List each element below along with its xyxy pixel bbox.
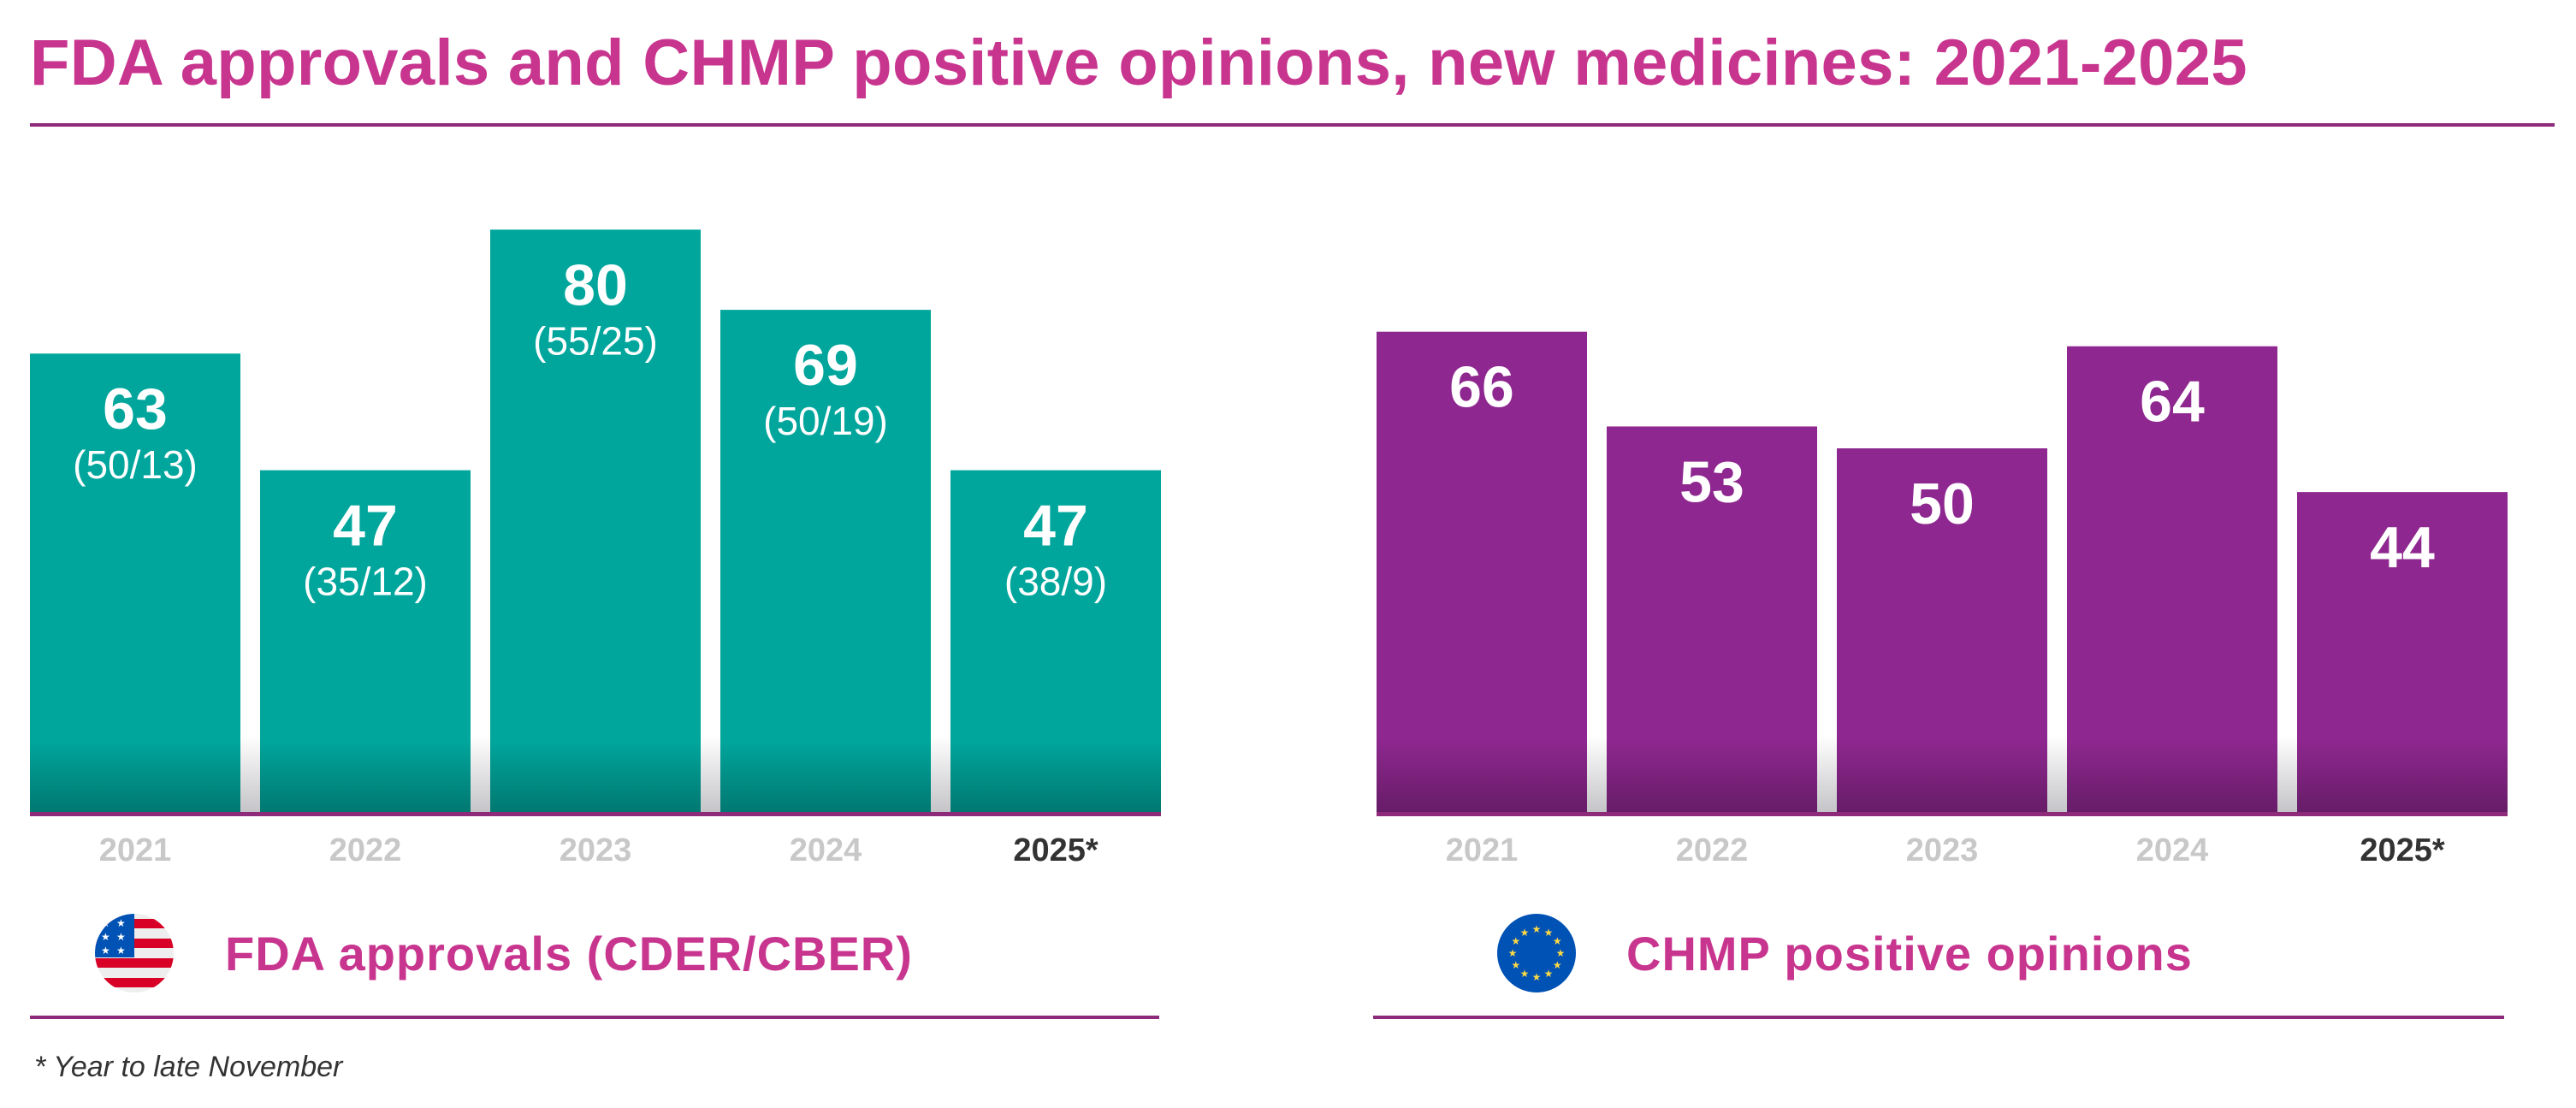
chmp-value-label: 44 — [2370, 515, 2435, 580]
eu-star: ★ — [1544, 968, 1554, 980]
fda-value-label: 47 — [1023, 494, 1088, 559]
chmp-bar-shade — [1607, 740, 1817, 813]
fda-category-label: 2024 — [790, 832, 862, 868]
fda-bar-shade — [260, 740, 471, 813]
eu-star: ★ — [1520, 927, 1530, 939]
fda-chart: 63(50/13)202147(35/12)202280(55/25)20236… — [30, 229, 1161, 868]
chmp-value-label: 64 — [2140, 370, 2205, 435]
fda-category-label: 2021 — [99, 832, 172, 868]
fda-breakdown-label: (38/9) — [1004, 560, 1107, 604]
chmp-value-label: 66 — [1449, 355, 1514, 420]
chmp-baseline — [1377, 812, 2508, 816]
chmp-chart: 66 2021 53 2022 50 2023 64 2024 44 2025* — [1377, 331, 2508, 868]
chmp-category-label: 2025* — [2360, 832, 2445, 868]
eu-star: ★ — [1553, 935, 1562, 947]
chmp-category-label: 2024 — [2136, 832, 2209, 868]
chmp-legend-label: CHMP positive opinions — [1626, 927, 2193, 981]
chmp-bar-2024 — [2067, 346, 2277, 814]
eu-star: ★ — [1511, 935, 1520, 947]
fda-baseline — [30, 812, 1161, 816]
fda-category-label: 2022 — [329, 832, 402, 868]
fda-breakdown-label: (50/19) — [763, 399, 888, 443]
chmp-category-label: 2023 — [1906, 832, 1979, 868]
chmp-category-label: 2022 — [1676, 832, 1749, 868]
svg-text:★: ★ — [101, 931, 110, 943]
svg-text:★: ★ — [101, 945, 110, 957]
fda-bar-shade — [30, 740, 240, 813]
chmp-bar-shade — [2297, 740, 2508, 813]
eu-star: ★ — [1520, 968, 1530, 980]
us-flag-icon: ★ ★ ★ ★ ★ ★ — [95, 914, 174, 992]
chmp-bar-shade — [1837, 740, 2047, 813]
fda-value-label: 69 — [793, 333, 858, 398]
chmp-legend-divider — [1373, 1016, 2504, 1019]
fda-breakdown-label: (35/12) — [303, 560, 428, 604]
fda-category-label: 2025* — [1013, 832, 1099, 868]
fda-legend-label: FDA approvals (CDER/CBER) — [225, 927, 913, 981]
title-divider — [30, 123, 2555, 127]
eu-flag-icon: ★ ★★★★★★★★★★★ — [1497, 914, 1576, 992]
fda-value-label: 47 — [333, 494, 398, 559]
chmp-bar-2021 — [1377, 331, 1587, 813]
fda-breakdown-label: (50/13) — [73, 442, 198, 487]
fda-bar-2024 — [720, 310, 931, 813]
fda-breakdown-label: (55/25) — [533, 318, 658, 363]
eu-star: ★ — [1553, 959, 1562, 971]
fda-bar-2021 — [30, 353, 240, 813]
fda-bar-shade — [720, 740, 931, 813]
footnote: * Year to late November — [34, 1051, 343, 1083]
eu-star: ★ — [1508, 947, 1518, 959]
fda-category-label: 2023 — [560, 832, 632, 868]
chmp-bar-shade — [2067, 740, 2277, 813]
chmp-category-label: 2021 — [1446, 832, 1519, 868]
fda-bar-shade — [490, 740, 701, 813]
chmp-value-label: 53 — [1679, 449, 1744, 514]
chmp-value-label: 50 — [1910, 471, 1975, 536]
fda-value-label: 80 — [563, 252, 628, 317]
fda-legend-divider — [30, 1016, 1159, 1019]
eu-star: ★ — [1511, 959, 1520, 971]
fda-bar-shade — [950, 740, 1161, 813]
eu-star: ★ — [1544, 927, 1554, 939]
fda-value-label: 63 — [103, 376, 168, 441]
fda-bar-2023 — [490, 229, 701, 813]
eu-star: ★ — [1556, 947, 1566, 959]
eu-star: ★ — [1532, 971, 1542, 983]
svg-text:★: ★ — [116, 945, 126, 957]
page-title: FDA approvals and CHMP positive opinions… — [30, 27, 2247, 99]
svg-text:★: ★ — [116, 917, 126, 929]
chmp-bar-shade — [1377, 740, 1587, 813]
svg-text:★: ★ — [116, 931, 126, 943]
eu-star: ★ — [1532, 923, 1542, 935]
svg-text:★: ★ — [101, 917, 110, 929]
